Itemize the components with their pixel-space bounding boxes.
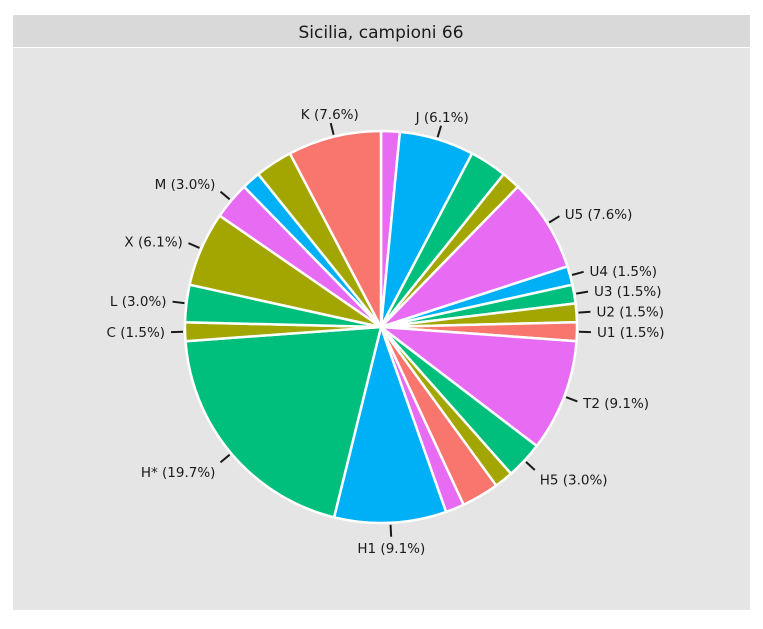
label-tick bbox=[578, 312, 590, 313]
slice-label: C (1.5%) bbox=[106, 325, 165, 341]
chart-title: Sicilia, campioni 66 bbox=[298, 23, 463, 43]
slice-label: H5 (3.0%) bbox=[540, 473, 608, 489]
slice-label: T2 (9.1%) bbox=[582, 396, 649, 412]
slice-label: U5 (7.6%) bbox=[565, 207, 633, 223]
slice-label: X (6.1%) bbox=[124, 235, 182, 251]
pie-slices bbox=[185, 131, 577, 523]
slice-label: U2 (1.5%) bbox=[596, 305, 664, 321]
slice-label: U1 (1.5%) bbox=[597, 325, 665, 341]
slice-label: K (7.6%) bbox=[301, 107, 359, 123]
slice-label: J (6.1%) bbox=[415, 110, 469, 126]
slice-label: H* (19.7%) bbox=[141, 465, 216, 481]
slice-label: U3 (1.5%) bbox=[594, 284, 662, 300]
label-tick bbox=[391, 525, 392, 537]
slice-label: H1 (9.1%) bbox=[357, 541, 425, 557]
slice-label: L (3.0%) bbox=[110, 294, 167, 310]
slice-label: U4 (1.5%) bbox=[589, 264, 657, 280]
slice-label: M (3.0%) bbox=[155, 177, 216, 193]
